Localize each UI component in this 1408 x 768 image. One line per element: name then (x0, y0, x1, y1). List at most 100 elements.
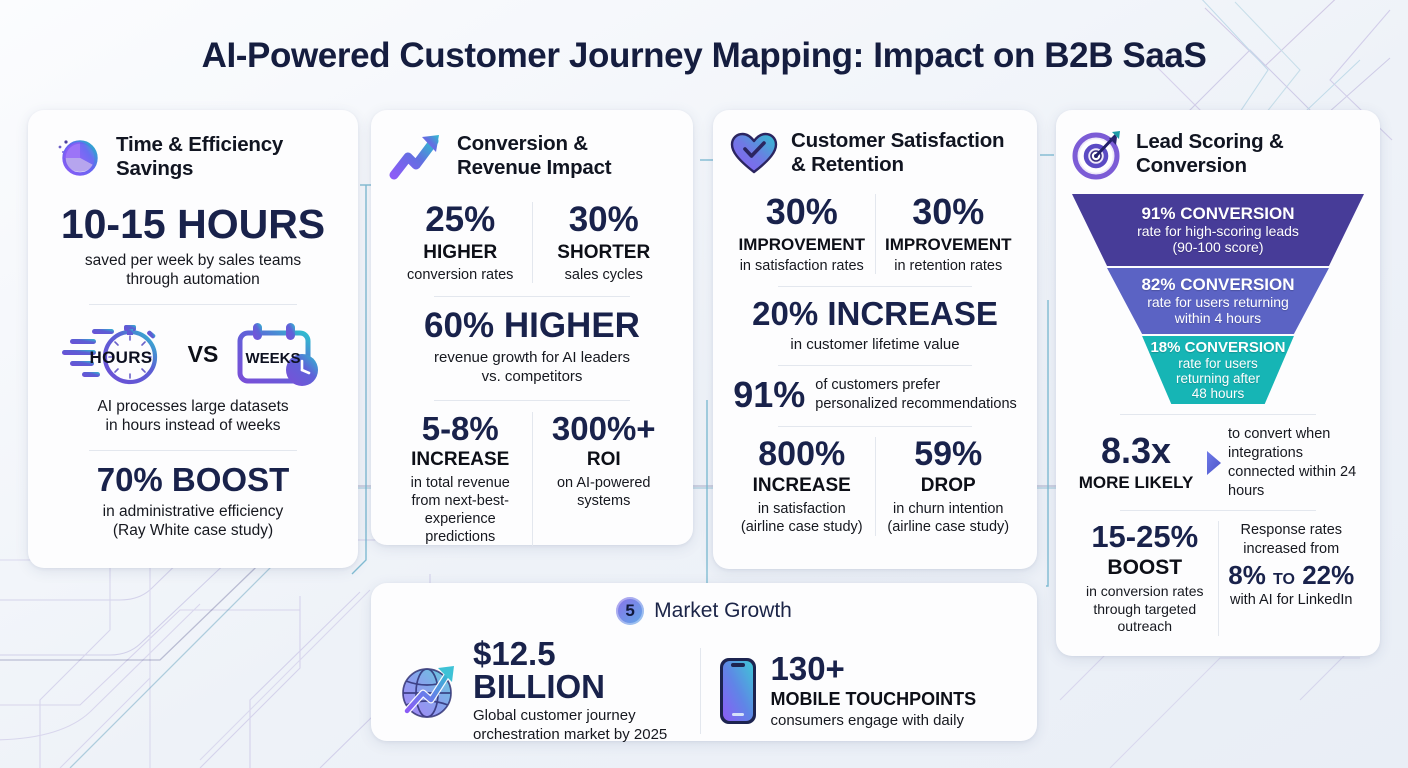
target-dart-icon (1072, 131, 1120, 180)
card-satisfaction-retention: Customer Satisfaction & Retention 30% IM… (713, 110, 1037, 569)
divider (531, 202, 533, 283)
stat-value: 300%+ (551, 409, 656, 447)
stat-value: $12.5 BILLION (473, 635, 605, 705)
stat-cell-response-rates: Response rates increased from 8% TO 22% … (1219, 521, 1365, 636)
caption-line2: increased from (1243, 540, 1340, 557)
card-title: Market Growth (654, 599, 792, 622)
clock-pie-icon (58, 140, 98, 176)
stat-caption-line2: through automation (126, 271, 260, 289)
compare-caption-line2: in hours instead of weeks (105, 417, 281, 435)
highlight-word: INCREASE (827, 295, 998, 332)
stat-caption: on AI-powered systems (556, 474, 651, 509)
funnel-body-2: (90-100 score) (1172, 239, 1264, 255)
stat-cell: 30% IMPROVEMENT in retention rates (876, 191, 1022, 275)
stat-label: BOOST (1107, 556, 1183, 580)
stat-caption: in conversion rates through targeted out… (1085, 583, 1204, 635)
stat-value: 30% (765, 191, 838, 232)
stat-label: INCREASE (411, 448, 510, 470)
calendar-clock-icon: WEEKS (237, 322, 319, 386)
vs-label: VS (187, 341, 219, 368)
card-header: 5 Market Growth (389, 597, 1019, 625)
stat-label: ROI (586, 448, 621, 470)
divider (874, 194, 876, 274)
stat-value: 59% (914, 434, 983, 473)
divider (778, 425, 972, 427)
stat-value: 8.3x (1100, 429, 1172, 471)
stat-label: IMPROVEMENT (884, 235, 1012, 254)
divider (89, 449, 297, 451)
stat-cell: 30% IMPROVEMENT in satisfaction rates (729, 191, 875, 275)
stat-value: 25% (425, 200, 496, 239)
stat-caption-line2: personalized recommendations (815, 395, 1017, 412)
heart-check-icon (730, 132, 778, 174)
step-badge-5: 5 (616, 597, 645, 625)
compare-caption-line1: AI processes large datasets (97, 397, 289, 415)
stat-cell: 25% HIGHER conversion rates (389, 202, 532, 283)
card-title: Lead Scoring & Conversion (1136, 130, 1284, 177)
stat-value: 130+ (770, 650, 845, 688)
funnel-body-3: 48 hours (1191, 386, 1245, 402)
caption-line1: Response rates (1240, 522, 1343, 539)
trend-arrow-icon (389, 135, 439, 180)
stat-cell: 300%+ ROI on AI-powered systems (533, 412, 676, 547)
page-title: AI-Powered Customer Journey Mapping: Imp… (201, 36, 1207, 75)
stat-label: MORE LIKELY (1078, 472, 1194, 492)
stat-caption-line1: in churn intention (893, 500, 1004, 517)
card-header: Conversion & Revenue Impact (389, 128, 675, 184)
card-header: Customer Satisfaction & Retention (729, 128, 1021, 178)
card-conversion-revenue: Conversion & Revenue Impact 25% HIGHER c… (371, 110, 693, 547)
stat-caption-line1: saved per week by sales teams (84, 252, 302, 269)
funnel-body-1: rate for users returning (1147, 294, 1289, 311)
stat-caption-line1: of customers prefer (815, 377, 941, 393)
highlight-caption-line2: vs. competitors (481, 367, 583, 385)
stat-cell: 30% SHORTER sales cycles (533, 202, 676, 283)
funnel-body-2: within 4 hours (1174, 310, 1262, 326)
funnel-body-1: rate for users (1178, 355, 1258, 371)
stat-caption-line1: in administrative efficiency (102, 502, 284, 520)
card-header: Lead Scoring & Conversion (1072, 128, 1364, 180)
funnel-heading: 82% CONVERSION (1141, 275, 1295, 295)
stat-value: 15-25% (1091, 519, 1199, 555)
funnel-segment-1: 91% CONVERSION rate for high-scoring lea… (1072, 194, 1364, 266)
stat-cell: 15-25% BOOST in conversion rates through… (1072, 521, 1218, 636)
conversion-funnel: 91% CONVERSION rate for high-scoring lea… (1072, 194, 1364, 404)
card-lead-scoring: Lead Scoring & Conversion 91% CONVERSION… (1056, 110, 1380, 656)
stat-caption-line1: Global customer journey (473, 707, 636, 724)
funnel-segment-2: 82% CONVERSION rate for users returning … (1107, 268, 1329, 334)
stat-label: DROP (920, 474, 976, 496)
stat-cell: 59% DROP in churn intention (airline cas… (876, 437, 1022, 536)
stat-caption: in total revenue from next-best-experien… (410, 474, 510, 545)
funnel-body-2: returning after (1175, 370, 1261, 386)
stat-value-from: 8% (1228, 559, 1266, 590)
mobile-phone-icon (719, 657, 756, 724)
stat-cell-more-likely: 8.3x MORE LIKELY (1072, 429, 1200, 493)
stat-value-personalization: 91% (733, 373, 806, 415)
highlight-caption: in customer lifetime value (790, 336, 960, 353)
stat-value-admin-boost: 70% BOOST (96, 460, 290, 498)
divider (778, 365, 972, 366)
divider (778, 286, 972, 287)
funnel-body-1: rate for high-scoring leads (1137, 223, 1299, 240)
stat-value: 30% (912, 191, 985, 232)
stat-caption: consumers engage with daily (770, 712, 964, 730)
play-triangle-icon (1207, 450, 1221, 475)
card-title: Customer Satisfaction & Retention (791, 129, 1005, 176)
divider (1120, 414, 1316, 415)
highlight-caption-line1: revenue growth for AI leaders (434, 349, 630, 366)
stat-label: MOBILE TOUCHPOINTS (770, 689, 977, 710)
funnel-heading: 18% CONVERSION (1150, 338, 1286, 356)
globe-arrow-icon (402, 665, 454, 718)
divider (699, 647, 701, 734)
card-time-efficiency: Time & Efficiency Savings 10-15 HOURS sa… (28, 110, 358, 568)
divider (531, 411, 533, 546)
stat-cell: 800% INCREASE in satisfaction (airline c… (729, 437, 875, 536)
divider (89, 303, 297, 305)
highlight-value-revenue-growth: 60% HIGHER (424, 306, 640, 345)
stat-value: 30% (568, 200, 639, 239)
stat-value: 800% (758, 434, 846, 473)
stat-label: INCREASE (752, 474, 851, 496)
stat-caption-line2: (Ray White case study) (112, 521, 274, 539)
card-title: Conversion & Revenue Impact (457, 132, 612, 179)
stat-label: HIGHER (423, 242, 498, 263)
